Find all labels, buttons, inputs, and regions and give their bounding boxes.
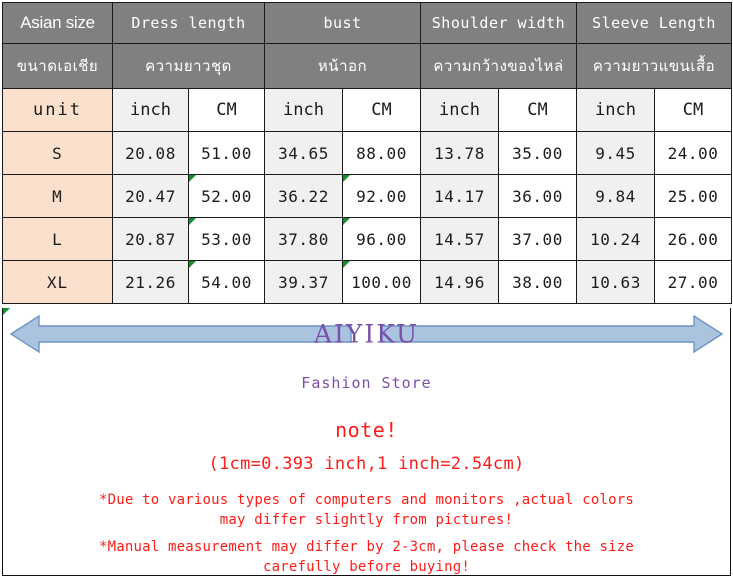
cell-bust-cm: 100.00 <box>342 260 421 304</box>
text-number-marker-icon <box>343 218 350 225</box>
cell-dress-inch: 20.08 <box>112 131 189 175</box>
cell-sleeve-cm: 25.00 <box>654 174 732 218</box>
arrow-left-icon <box>9 314 352 354</box>
cell-sleeve-inch: 10.24 <box>576 217 655 261</box>
table-row: L 20.87 53.00 37.80 96.00 14.57 37.00 10… <box>2 217 732 261</box>
table-header-row-thai: ขนาดเอเชีย ความยาวชุด หน้าอก ความกว้างขอ… <box>2 43 732 89</box>
cell-bust-inch: 36.22 <box>264 174 343 218</box>
unit-cell-cm-sleeve: CM <box>654 88 732 132</box>
unit-cell-inch-shoulder: inch <box>420 88 499 132</box>
cell-sleeve-inch: 9.45 <box>576 131 655 175</box>
brand-banner: AIYIKU <box>3 308 730 360</box>
header-shoulder-width: Shoulder width <box>420 2 577 44</box>
cell-shoulder-cm: 37.00 <box>498 217 577 261</box>
cell-shoulder-inch: 14.96 <box>420 260 499 304</box>
cell-bust-inch: 39.37 <box>264 260 343 304</box>
unit-cell-cm-bust: CM <box>342 88 421 132</box>
table-row: XL 21.26 54.00 39.37 100.00 14.96 38.00 … <box>2 260 732 304</box>
cell-shoulder-cm: 38.00 <box>498 260 577 304</box>
unit-label: unit <box>2 88 113 132</box>
cell-dress-cm: 52.00 <box>188 174 265 218</box>
row-size-label: S <box>2 131 113 175</box>
unit-cell-cm-dress: CM <box>188 88 265 132</box>
brand-name: AIYIKU <box>3 320 730 349</box>
table-header-row-english: Asian size Dress length bust Shoulder wi… <box>2 2 732 44</box>
cell-bust-inch: 34.65 <box>264 131 343 175</box>
note-colors-block: *Due to various types of computers and m… <box>3 490 730 531</box>
cell-dress-cm: 51.00 <box>188 131 265 175</box>
cell-shoulder-inch: 13.78 <box>420 131 499 175</box>
note-line: *Due to various types of computers and m… <box>99 492 634 508</box>
note-line: carefully before buying! <box>262 558 471 575</box>
cell-dress-inch: 20.87 <box>112 217 189 261</box>
header-sleeve-length-thai: ความยาวแขนเสื้อ <box>576 43 732 89</box>
arrow-right-icon <box>381 314 724 354</box>
double-arrow-graphic-icon <box>9 314 724 354</box>
note-line: may differ slightly from pictures! <box>219 512 514 529</box>
brand-name-text: AIYIKU <box>313 319 420 349</box>
cell-sleeve-inch: 9.84 <box>576 174 655 218</box>
notes-panel: AIYIKU Fashion Store note! (1cm=0.393 in… <box>2 308 731 576</box>
note-title: note! <box>335 418 398 442</box>
cell-sleeve-cm: 27.00 <box>654 260 732 304</box>
row-size-label: M <box>2 174 113 218</box>
text-number-marker-icon <box>189 261 196 268</box>
cell-dress-cm: 53.00 <box>188 217 265 261</box>
text-number-marker-icon <box>189 175 196 182</box>
size-chart-table: Asian size Dress length bust Shoulder wi… <box>2 2 732 304</box>
cell-sleeve-cm: 26.00 <box>654 217 732 261</box>
cell-bust-cm: 92.00 <box>342 174 421 218</box>
cell-dress-inch: 21.26 <box>112 260 189 304</box>
table-row: S 20.08 51.00 34.65 88.00 13.78 35.00 9.… <box>2 131 732 175</box>
unit-cell-inch-dress: inch <box>112 88 189 132</box>
text-number-marker-icon <box>343 261 350 268</box>
unit-cell-inch-bust: inch <box>264 88 343 132</box>
cell-sleeve-cm: 24.00 <box>654 131 732 175</box>
cell-shoulder-inch: 14.17 <box>420 174 499 218</box>
table-unit-row: unit inch CM inch CM inch CM inch CM <box>2 88 732 132</box>
header-bust: bust <box>264 2 421 44</box>
brand-subtitle: Fashion Store <box>301 374 432 392</box>
header-asian-size: Asian size <box>2 2 113 44</box>
cell-dress-inch: 20.47 <box>112 174 189 218</box>
cell-dress-cm: 54.00 <box>188 260 265 304</box>
header-bust-thai: หน้าอก <box>264 43 421 89</box>
cell-shoulder-inch: 14.57 <box>420 217 499 261</box>
text-number-marker-icon <box>3 308 10 315</box>
note-line: *Manual measurement may differ by 2-3cm,… <box>99 538 634 555</box>
cell-bust-inch: 37.80 <box>264 217 343 261</box>
cell-bust-cm: 88.00 <box>342 131 421 175</box>
cell-shoulder-cm: 35.00 <box>498 131 577 175</box>
note-conversion: (1cm=0.393 inch,1 inch=2.54cm) <box>208 454 525 474</box>
cell-shoulder-cm: 36.00 <box>498 174 577 218</box>
row-size-label: XL <box>2 260 113 304</box>
unit-cell-cm-shoulder: CM <box>498 88 577 132</box>
header-asian-size-thai: ขนาดเอเชีย <box>2 43 113 89</box>
header-shoulder-width-thai: ความกว้างของไหล่ <box>420 43 577 89</box>
unit-cell-inch-sleeve: inch <box>576 88 655 132</box>
header-sleeve-length: Sleeve Length <box>576 2 732 44</box>
cell-bust-cm: 96.00 <box>342 217 421 261</box>
cell-sleeve-inch: 10.63 <box>576 260 655 304</box>
text-number-marker-icon <box>189 218 196 225</box>
note-measurement-block: *Manual measurement may differ by 2-3cm,… <box>3 537 730 577</box>
table-row: M 20.47 52.00 36.22 92.00 14.17 36.00 9.… <box>2 174 732 218</box>
header-dress-length-thai: ความยาวชุด <box>112 43 265 89</box>
row-size-label: L <box>2 217 113 261</box>
text-number-marker-icon <box>343 175 350 182</box>
header-dress-length: Dress length <box>112 2 265 44</box>
